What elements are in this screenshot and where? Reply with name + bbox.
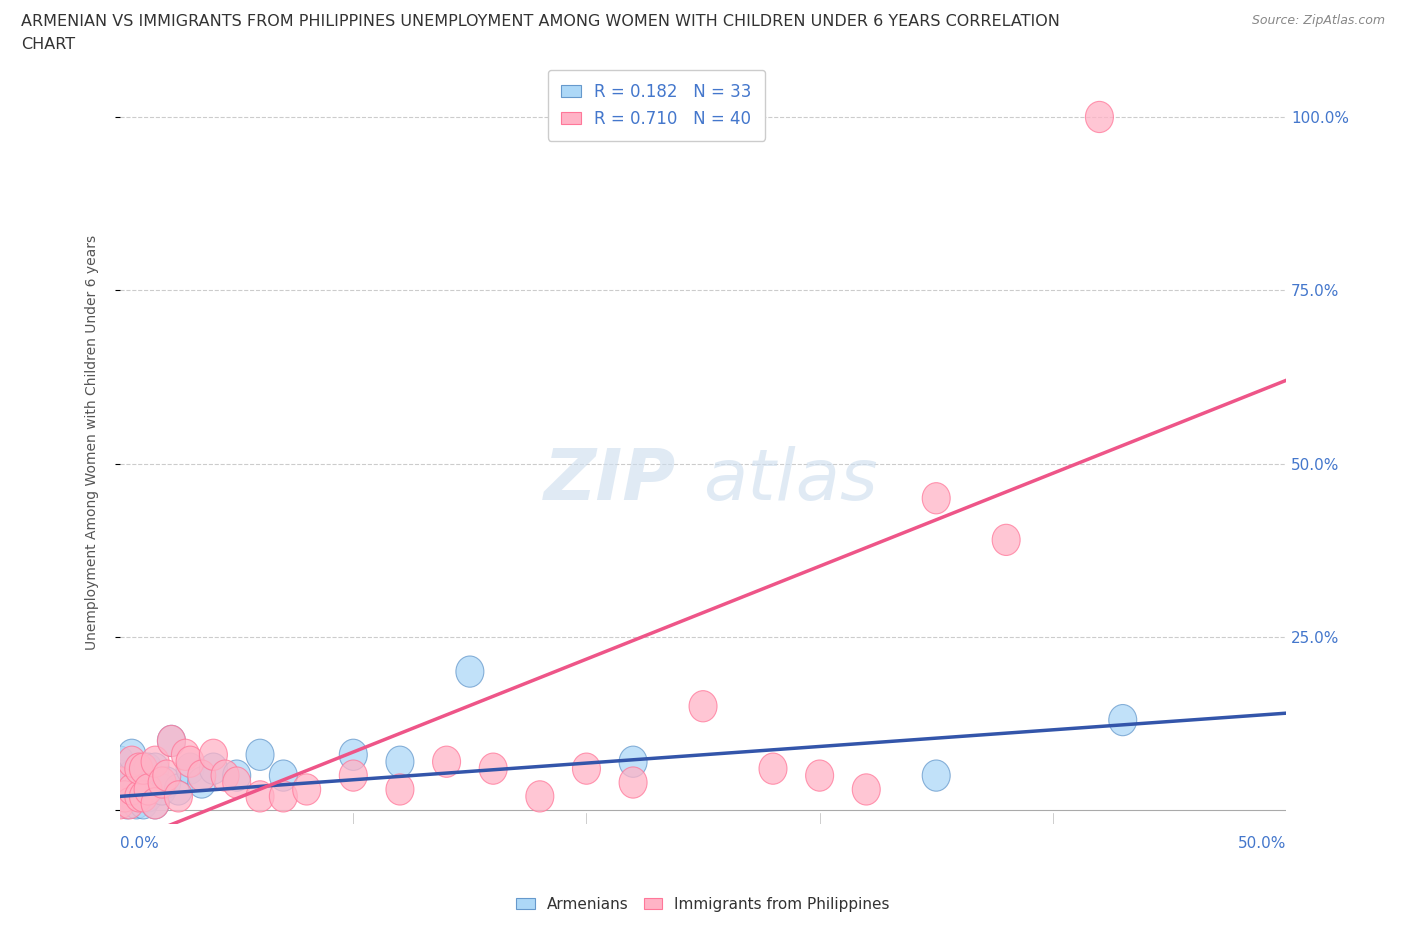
Ellipse shape <box>222 760 250 791</box>
Ellipse shape <box>339 739 367 770</box>
Ellipse shape <box>105 774 134 805</box>
Ellipse shape <box>270 760 297 791</box>
Ellipse shape <box>385 746 413 777</box>
Ellipse shape <box>105 760 134 791</box>
Ellipse shape <box>129 788 157 819</box>
Ellipse shape <box>118 781 146 812</box>
Ellipse shape <box>172 739 200 770</box>
Ellipse shape <box>125 753 153 784</box>
Ellipse shape <box>157 725 186 756</box>
Ellipse shape <box>922 760 950 791</box>
Ellipse shape <box>385 774 413 805</box>
Ellipse shape <box>153 760 181 791</box>
Ellipse shape <box>105 781 134 812</box>
Ellipse shape <box>526 781 554 812</box>
Ellipse shape <box>246 739 274 770</box>
Ellipse shape <box>129 753 157 784</box>
Ellipse shape <box>479 753 508 784</box>
Ellipse shape <box>222 767 250 798</box>
Ellipse shape <box>141 788 169 819</box>
Ellipse shape <box>806 760 834 791</box>
Ellipse shape <box>339 760 367 791</box>
Ellipse shape <box>433 746 461 777</box>
Text: 50.0%: 50.0% <box>1237 836 1286 851</box>
Ellipse shape <box>112 788 141 819</box>
Ellipse shape <box>125 781 153 812</box>
Ellipse shape <box>129 760 157 791</box>
Text: CHART: CHART <box>21 37 75 52</box>
Ellipse shape <box>141 788 169 819</box>
Ellipse shape <box>105 746 134 777</box>
Ellipse shape <box>118 760 146 791</box>
Ellipse shape <box>134 774 162 805</box>
Ellipse shape <box>292 774 321 805</box>
Ellipse shape <box>165 781 193 812</box>
Ellipse shape <box>993 525 1021 555</box>
Ellipse shape <box>176 746 204 777</box>
Ellipse shape <box>200 753 228 784</box>
Ellipse shape <box>122 788 150 819</box>
Ellipse shape <box>246 781 274 812</box>
Ellipse shape <box>118 739 146 770</box>
Ellipse shape <box>619 767 647 798</box>
Text: Source: ZipAtlas.com: Source: ZipAtlas.com <box>1251 14 1385 27</box>
Ellipse shape <box>188 767 215 798</box>
Ellipse shape <box>572 753 600 784</box>
Ellipse shape <box>922 483 950 514</box>
Ellipse shape <box>176 753 204 784</box>
Ellipse shape <box>105 788 134 819</box>
Ellipse shape <box>165 774 193 805</box>
Ellipse shape <box>141 746 169 777</box>
Ellipse shape <box>118 746 146 777</box>
Ellipse shape <box>105 767 134 798</box>
Ellipse shape <box>211 760 239 791</box>
Ellipse shape <box>270 781 297 812</box>
Ellipse shape <box>852 774 880 805</box>
Ellipse shape <box>456 656 484 687</box>
Ellipse shape <box>141 753 169 784</box>
Ellipse shape <box>153 767 181 798</box>
Legend: Armenians, Immigrants from Philippines: Armenians, Immigrants from Philippines <box>510 891 896 918</box>
Ellipse shape <box>1109 705 1136 736</box>
Ellipse shape <box>148 767 176 798</box>
Ellipse shape <box>157 725 186 756</box>
Text: atlas: atlas <box>703 446 877 515</box>
Ellipse shape <box>759 753 787 784</box>
Text: 0.0%: 0.0% <box>120 836 159 851</box>
Text: ARMENIAN VS IMMIGRANTS FROM PHILIPPINES UNEMPLOYMENT AMONG WOMEN WITH CHILDREN U: ARMENIAN VS IMMIGRANTS FROM PHILIPPINES … <box>21 14 1060 29</box>
Ellipse shape <box>148 774 176 805</box>
Y-axis label: Unemployment Among Women with Children Under 6 years: Unemployment Among Women with Children U… <box>86 235 100 650</box>
Text: ZIP: ZIP <box>544 446 676 515</box>
Ellipse shape <box>122 774 150 805</box>
Ellipse shape <box>1085 101 1114 133</box>
Ellipse shape <box>115 788 143 819</box>
Ellipse shape <box>134 781 162 812</box>
Ellipse shape <box>689 691 717 722</box>
Ellipse shape <box>112 767 141 798</box>
Ellipse shape <box>129 781 157 812</box>
Legend: R = 0.182   N = 33, R = 0.710   N = 40: R = 0.182 N = 33, R = 0.710 N = 40 <box>548 70 765 140</box>
Ellipse shape <box>118 774 146 805</box>
Ellipse shape <box>111 781 139 812</box>
Ellipse shape <box>188 760 215 791</box>
Ellipse shape <box>619 746 647 777</box>
Ellipse shape <box>134 753 162 784</box>
Ellipse shape <box>200 739 228 770</box>
